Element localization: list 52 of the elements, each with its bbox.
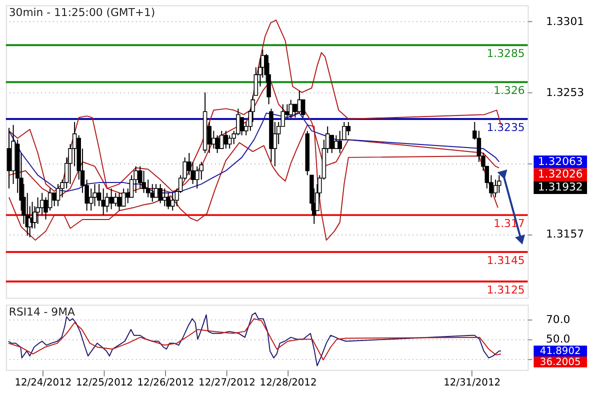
candlestick <box>240 117 244 136</box>
candlestick <box>158 184 162 204</box>
text: 41.8902 <box>540 346 581 357</box>
ref-line-label: 1.3125 <box>486 283 525 296</box>
candlestick <box>330 134 334 154</box>
chart-title: 30min - 11:25:00 (GMT+1) <box>8 6 156 20</box>
candlestick <box>227 134 232 150</box>
ref-line-label: 1.3235 <box>486 120 525 134</box>
x-tick-label: 12/25/2012 <box>76 377 133 388</box>
y-tick-label: 1.3253 <box>546 86 584 99</box>
y-tick-label: 1.3157 <box>546 228 584 241</box>
candlestick <box>109 188 114 210</box>
candlestick <box>96 184 102 207</box>
ref-line-label: 1.3285 <box>486 47 525 60</box>
x-tick-label: 12/24/2012 <box>14 377 72 388</box>
candlestick <box>346 121 351 136</box>
candlestick <box>52 192 56 207</box>
candlestick <box>166 192 170 210</box>
candlestick <box>219 130 224 150</box>
candlestick <box>92 184 97 207</box>
candlestick <box>6 127 12 189</box>
candlestick <box>215 134 220 154</box>
ref-line-label: 1.326 <box>494 84 525 97</box>
candlestick <box>497 174 502 194</box>
candlestick <box>88 188 94 212</box>
candlestick <box>154 184 158 198</box>
text: 1.32063 <box>538 154 583 168</box>
candlestick <box>117 192 122 212</box>
text: 36.2005 <box>540 356 581 368</box>
candlestick <box>142 170 146 194</box>
candlestick <box>199 161 204 180</box>
x-tick-label: 12/26/2012 <box>137 377 194 388</box>
text: 1.32026 <box>538 168 583 181</box>
candlestick <box>48 188 52 212</box>
candlestick <box>493 179 498 198</box>
x-tick-label: 12/27/2012 <box>198 377 256 388</box>
candlestick <box>36 196 40 224</box>
candlestick <box>121 188 126 207</box>
y-tick-label: 1.3301 <box>546 14 584 28</box>
y-tick-label: 50.0 <box>546 332 570 346</box>
candlestick <box>104 192 110 213</box>
candlestick <box>101 188 106 216</box>
ref-line-label: 1.3145 <box>486 254 525 267</box>
text: 1.31932 <box>538 180 583 194</box>
candlestick <box>194 166 200 189</box>
chart-title: RSI14 - 9MA <box>8 306 76 319</box>
line-series <box>8 318 502 360</box>
candlestick <box>170 192 175 212</box>
x-tick-label: 12/28/2012 <box>260 377 317 388</box>
x-tick-label: 12/31/2012 <box>444 377 501 388</box>
candlestick <box>56 184 60 207</box>
y-tick-label: 70.0 <box>546 313 570 326</box>
